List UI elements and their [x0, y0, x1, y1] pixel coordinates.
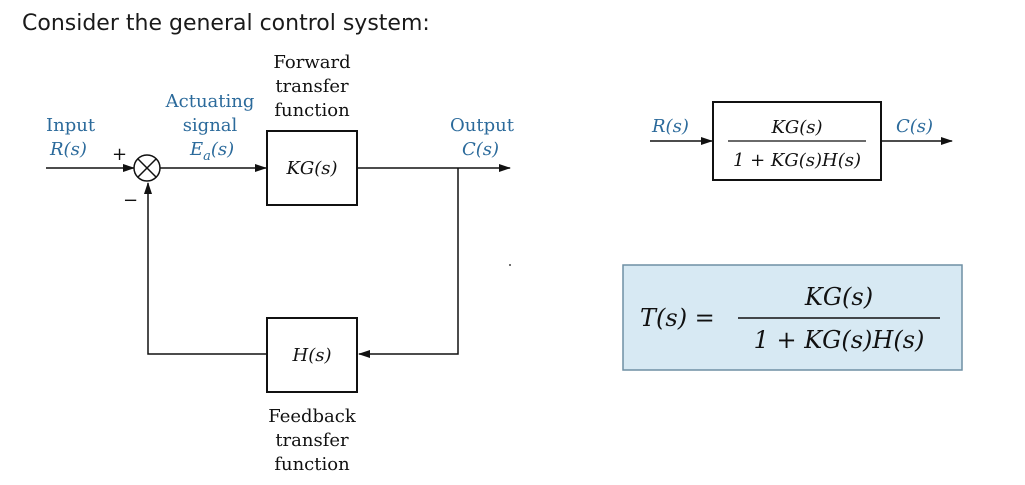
feedback-takeoff-line [358, 168, 459, 358]
feedback-label-line-2: transfer [275, 430, 349, 451]
forward-label-line-3: function [274, 100, 350, 121]
feedback-return-line [144, 182, 267, 355]
actuating-label-line-1: Actuating [165, 91, 255, 112]
input-label: Input [46, 115, 96, 136]
feedback-label-line-1: Feedback [268, 406, 357, 427]
forward-label-line-1: Forward [273, 52, 350, 73]
reduced-output-label: C(s) [896, 116, 933, 137]
feedback-block [266, 317, 358, 393]
reduced-numerator: KG(s) [770, 117, 822, 138]
reduced-block-diagram: R(s) KG(s) 1 + KG(s)H(s) C(s) [650, 101, 953, 181]
reduced-denominator: 1 + KG(s)H(s) [733, 150, 861, 171]
input-signal-label: R(s) [49, 139, 87, 160]
minus-sign: − [123, 190, 138, 211]
page-title: Consider the general control system: [22, 11, 430, 36]
formula-numerator: KG(s) [804, 283, 873, 311]
output-label: Output [450, 115, 515, 136]
stray-dot [509, 264, 511, 266]
feedback-label-line-3: function [274, 454, 350, 475]
actuating-signal-label: Ea(s) [189, 139, 234, 164]
transfer-function-formula: T(s) = KG(s) 1 + KG(s)H(s) [622, 264, 963, 371]
reduced-input-label: R(s) [651, 116, 689, 137]
summing-junction [133, 154, 161, 182]
formula-denominator: 1 + KG(s)H(s) [754, 326, 925, 354]
output-signal-label: C(s) [462, 139, 499, 160]
plus-sign: + [112, 144, 127, 165]
actuating-label-line-2: signal [183, 115, 238, 136]
feedback-block-label: H(s) [292, 345, 332, 366]
feedback-control-diagram: Forward transfer function Actuating sign… [46, 52, 515, 475]
forward-block-label: KG(s) [285, 158, 337, 179]
forward-label-line-2: transfer [275, 76, 349, 97]
formula-lhs: T(s) = [640, 304, 715, 332]
